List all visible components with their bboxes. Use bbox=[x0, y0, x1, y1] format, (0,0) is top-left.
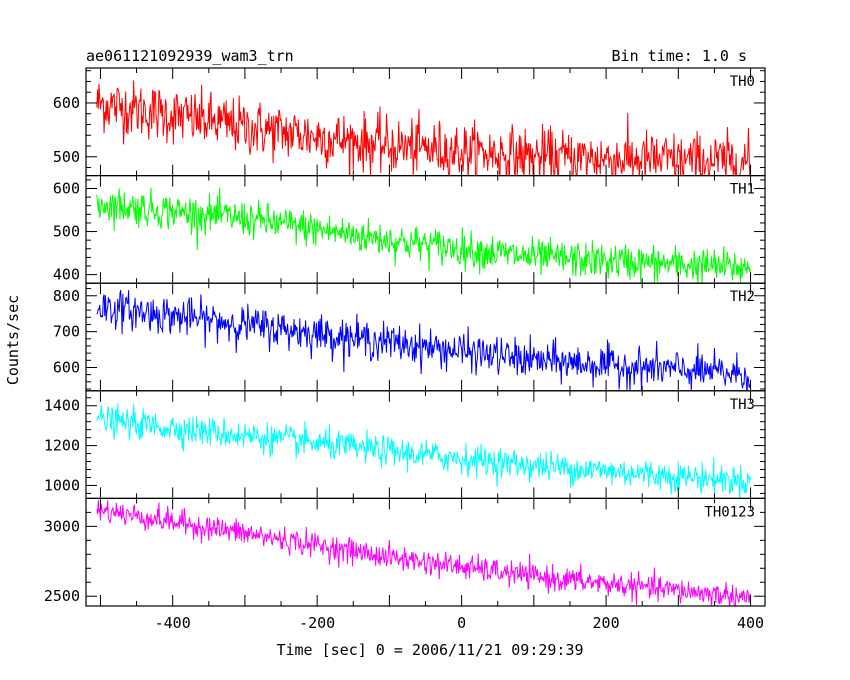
y-tick-label: 500 bbox=[53, 148, 80, 166]
x-tick-label: 400 bbox=[737, 614, 764, 632]
panel-frame bbox=[85, 67, 766, 177]
y-tick-label: 2500 bbox=[44, 587, 80, 605]
bin-time-label: Bin time: 1.0 s bbox=[612, 47, 747, 65]
panel-th2: TH2 600 700 800 bbox=[53, 282, 766, 392]
panel-th0123: TH0123 2500 3000 bbox=[44, 497, 766, 607]
panel-label-th0123: TH0123 bbox=[704, 504, 755, 520]
panel-frame bbox=[85, 175, 766, 284]
series-th0123-line bbox=[96, 499, 752, 606]
y-tick-label: 1200 bbox=[44, 437, 80, 455]
y-tick-label: 600 bbox=[53, 358, 80, 376]
panels-group: TH0 500 600 TH1 400 500 600 TH2 600 700 800 TH3 1000… bbox=[44, 67, 766, 607]
series-th0-line bbox=[96, 80, 752, 176]
y-tick-label: 400 bbox=[53, 266, 80, 284]
y-tick-label: 700 bbox=[53, 323, 80, 341]
y-tick-label: 600 bbox=[53, 180, 80, 198]
x-axis-label: Time [sec] 0 = 2006/11/21 09:29:39 bbox=[276, 641, 583, 659]
series-th1-line bbox=[96, 187, 752, 284]
y-tick-label: 800 bbox=[53, 287, 80, 305]
chart-title: ae061121092939_wam3_trn bbox=[86, 47, 294, 65]
panel-label-th3: TH3 bbox=[730, 397, 755, 413]
panel-label-th2: TH2 bbox=[730, 289, 755, 305]
y-tick-label: 500 bbox=[53, 223, 80, 241]
y-tick-label: 3000 bbox=[44, 517, 80, 535]
x-tick-label: 0 bbox=[457, 614, 466, 632]
y-axis-label: Counts/sec bbox=[4, 295, 22, 385]
y-tick-label: 1400 bbox=[44, 397, 80, 415]
x-axis: -400 -200 0 200 400 bbox=[155, 614, 764, 632]
y-tick-label: 600 bbox=[53, 94, 80, 112]
panel-label-th0: TH0 bbox=[730, 74, 755, 90]
panel-th3: TH3 1000 1200 1400 bbox=[44, 390, 766, 499]
series-th2-line bbox=[96, 289, 752, 391]
panel-th1: TH1 400 500 600 bbox=[53, 175, 766, 284]
x-tick-label: -200 bbox=[299, 614, 335, 632]
x-tick-label: 200 bbox=[593, 614, 620, 632]
panel-th0: TH0 500 600 bbox=[53, 67, 766, 177]
series-th3-line bbox=[96, 403, 752, 499]
panel-label-th1: TH1 bbox=[730, 182, 755, 198]
x-tick-label: -400 bbox=[155, 614, 191, 632]
y-tick-label: 1000 bbox=[44, 476, 80, 494]
